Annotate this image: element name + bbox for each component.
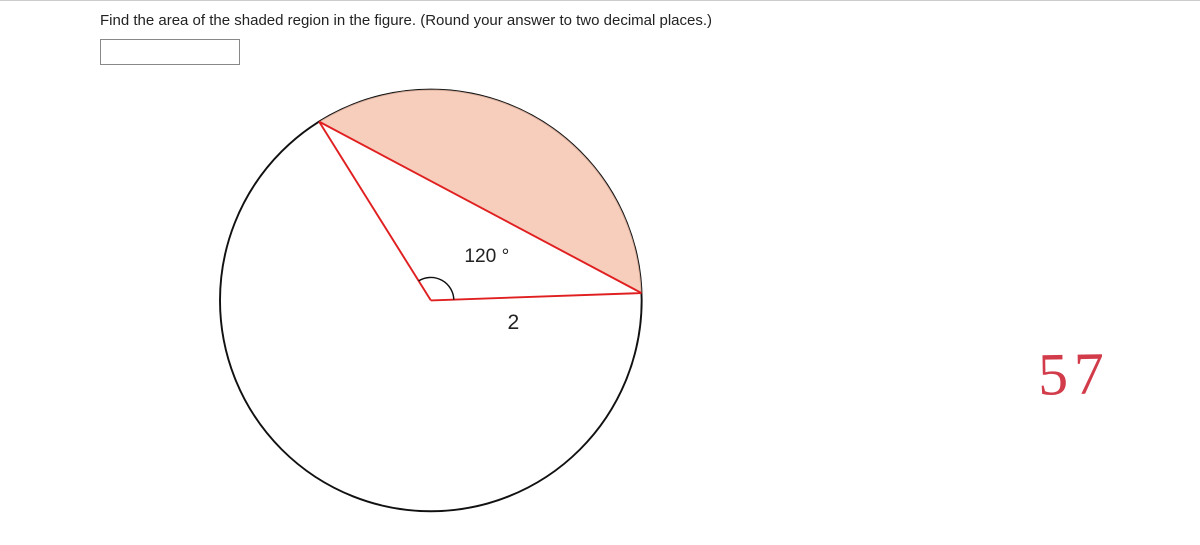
geometry-figure: 120 ° 2: [200, 80, 700, 540]
angle-label: 120 °: [464, 246, 509, 267]
figure-container: 120 ° 2: [200, 80, 700, 540]
answer-input[interactable]: [100, 39, 240, 65]
radius-label: 2: [507, 311, 519, 334]
page-top-border: [0, 0, 1200, 1]
handwritten-annotation: 57: [1037, 339, 1110, 409]
question-area: Find the area of the shaded region in th…: [100, 12, 1180, 65]
question-prompt: Find the area of the shaded region in th…: [100, 12, 1180, 29]
